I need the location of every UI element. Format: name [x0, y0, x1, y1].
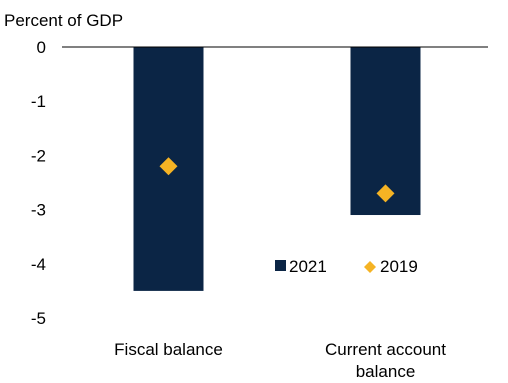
bars	[133, 47, 421, 291]
legend: 2021 2019	[275, 257, 418, 276]
y-tick-label: -5	[31, 309, 46, 328]
y-tick-label: -3	[31, 201, 46, 220]
legend-swatch-2021	[275, 260, 286, 271]
marker-2019-0	[159, 157, 178, 176]
markers	[159, 157, 395, 203]
x-category-label: balance	[356, 362, 416, 381]
legend-label-2021: 2021	[289, 257, 327, 276]
y-tick-label: 0	[37, 38, 46, 57]
x-category-label: Current account	[325, 340, 446, 359]
legend-label-2019: 2019	[380, 257, 418, 276]
legend-swatch-2019	[364, 261, 376, 273]
y-tick-label: -2	[31, 146, 46, 165]
marker-2019-1	[376, 184, 395, 203]
x-category-labels: Fiscal balance Current account balance	[114, 340, 446, 381]
y-tick-label: -4	[31, 255, 46, 274]
x-category-label: Fiscal balance	[114, 340, 223, 359]
y-tick-labels: 0 -1 -2 -3 -4 -5	[31, 38, 46, 328]
y-axis-title: Percent of GDP	[4, 11, 123, 30]
y-tick-label: -1	[31, 92, 46, 111]
